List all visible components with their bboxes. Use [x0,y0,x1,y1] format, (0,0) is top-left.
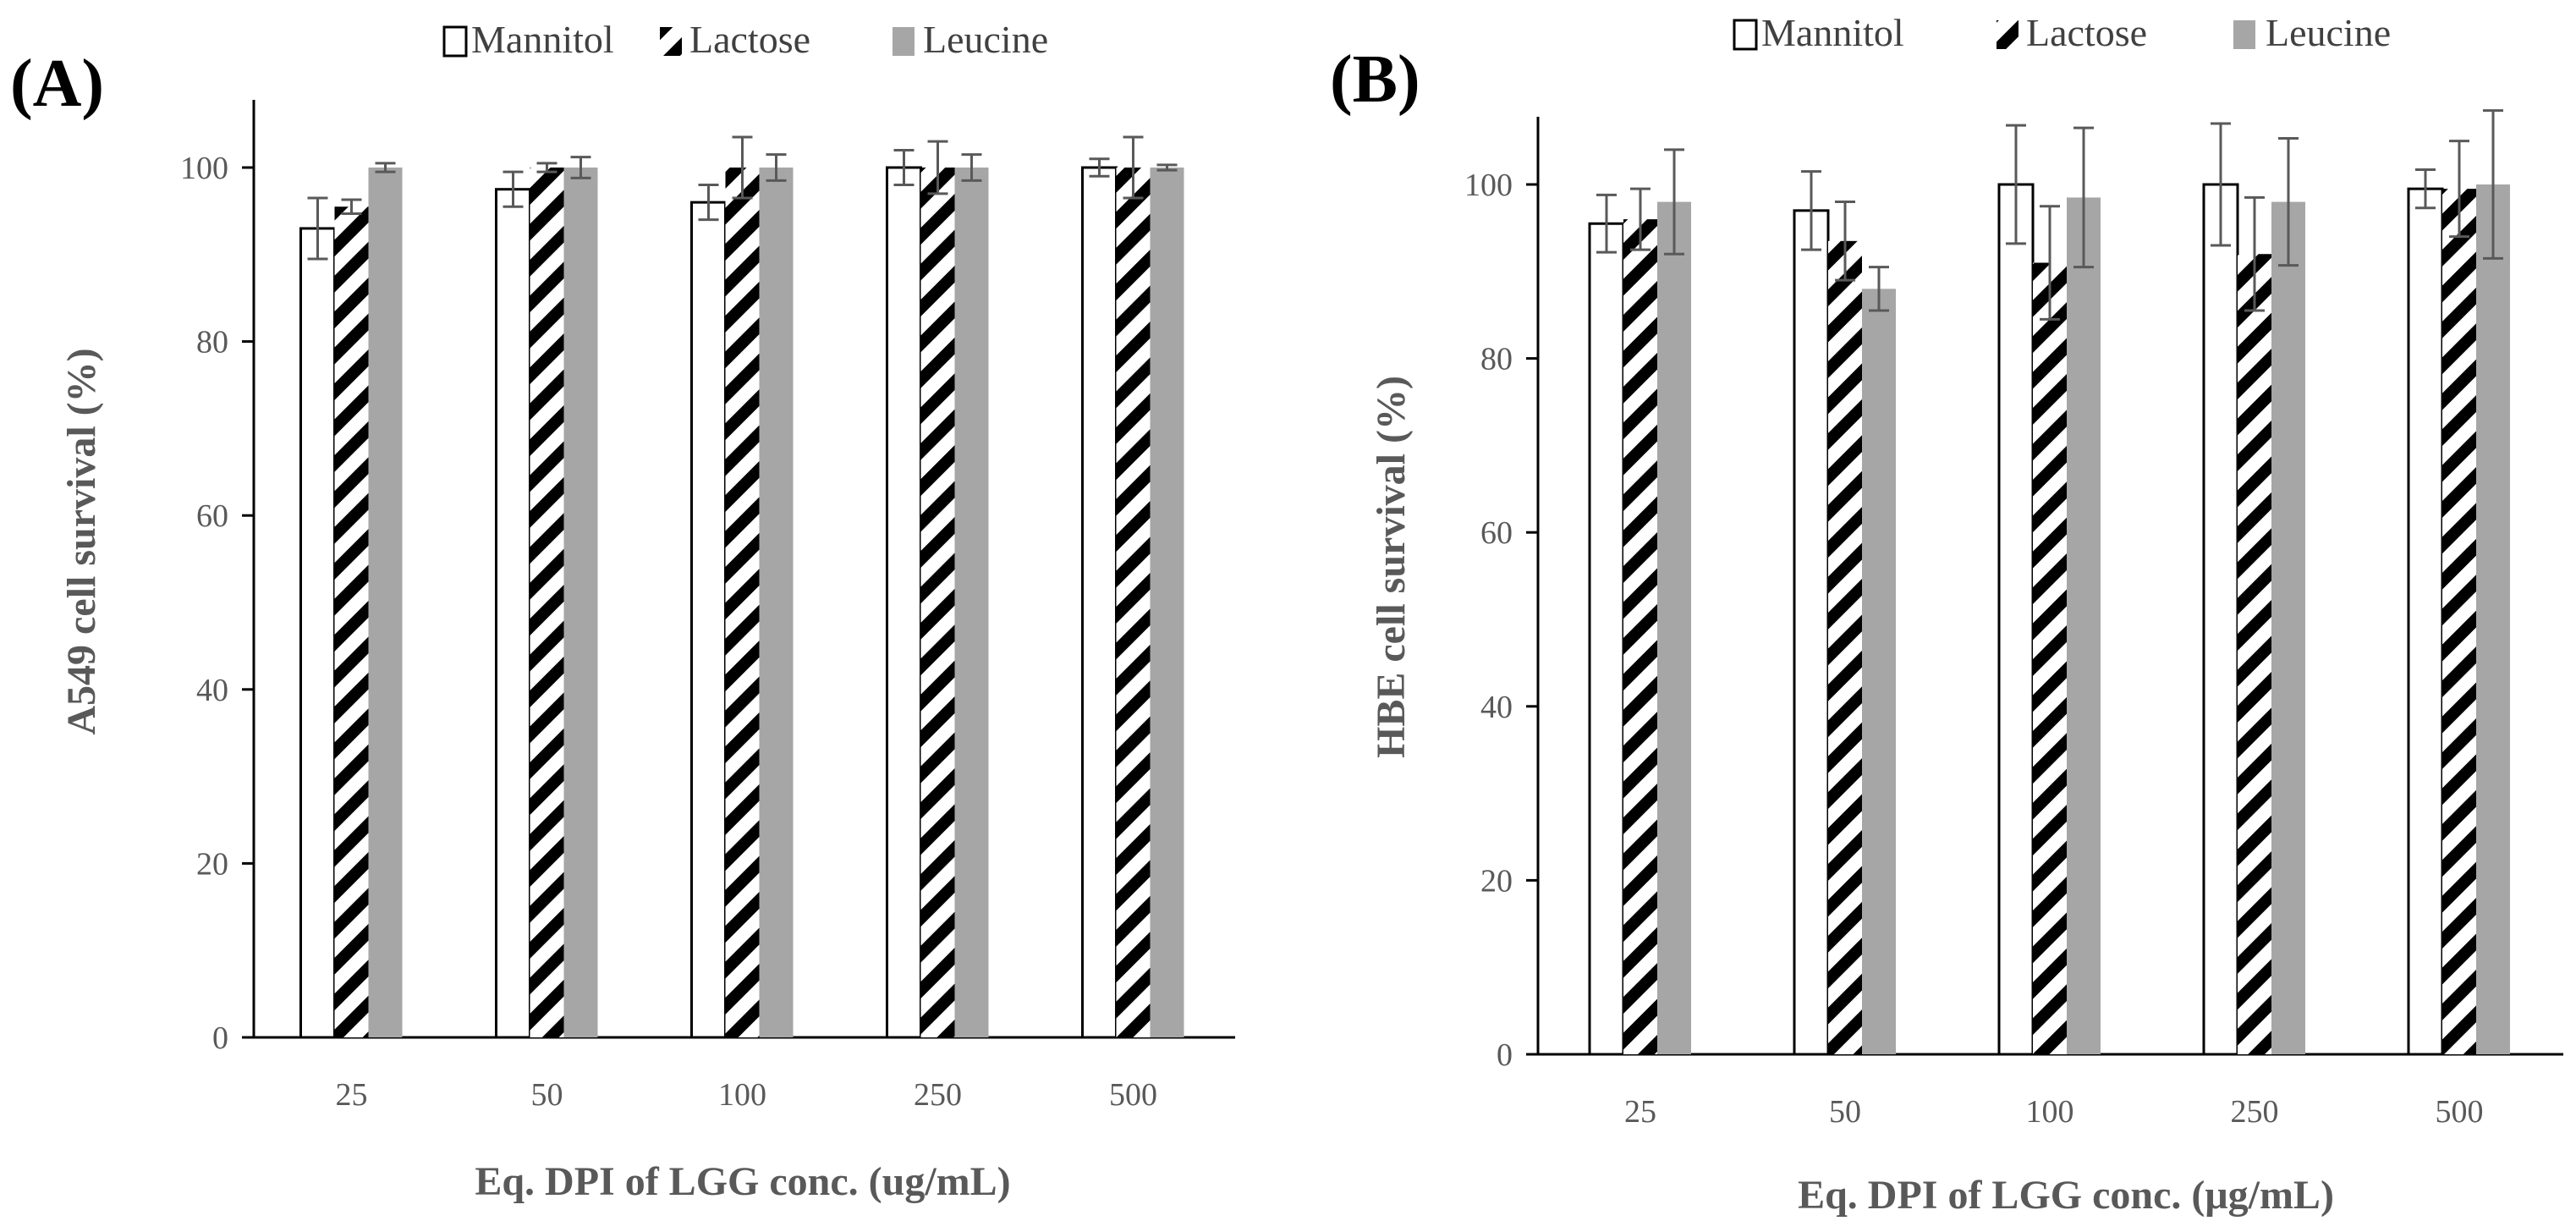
x-tick-label-500: 500 [2436,1094,2484,1130]
bar-mannitol-50 [495,188,531,1039]
y-tick-label: 40 [1480,690,1513,725]
bar-mannitol-100 [1997,183,2035,1056]
y-tick-label: 80 [196,325,228,360]
x-tick-label-100: 100 [2026,1094,2074,1130]
x-tick-label-25: 25 [1624,1094,1656,1130]
x-tick-label-500: 500 [1109,1077,1157,1113]
bar-leucine-25 [368,168,403,1037]
chart-panel-b: (B) Mannitol Lactose Leucine HBE cell su… [1330,11,2563,1218]
legend-label-lactose: Lactose [2026,11,2147,54]
x-axis-title-a: Eq. DPI of LGG conc. (ug/mL) [475,1159,1010,1204]
legend-label-leucine: Leucine [2266,11,2391,54]
bar-mannitol-500 [1081,166,1118,1039]
y-tick-label: 80 [1480,342,1513,377]
y-axis-title-b: HBE cell survival (%) [1369,376,1414,758]
bar-leucine-100 [759,168,794,1037]
chart-panel-a: (A) Mannitol Lactose Leucine A549 cell s… [10,18,1235,1204]
x-tick-label-100: 100 [718,1077,766,1113]
panel-label-a: (A) [10,47,104,121]
y-tick-label: 60 [196,498,228,534]
y-tick-label: 40 [196,673,228,708]
legend-swatch-leucine [2233,20,2255,49]
bar-leucine-25 [1657,201,1691,1054]
bar-lactose-100 [2033,262,2067,1054]
y-tick-label: 20 [196,846,228,882]
legend-label-mannitol: Mannitol [1761,11,1904,54]
bar-lactose-50 [530,168,564,1037]
y-tick-label: 60 [1480,515,1513,551]
x-axis-title-b: Eq. DPI of LGG conc. (μg/mL) [1798,1173,2334,1218]
legend-swatch-lactose [1997,20,2019,49]
bar-mannitol-50 [1793,209,1830,1056]
bar-lactose-50 [1828,240,1862,1054]
y-tick-label: 100 [180,151,228,186]
bar-leucine-500 [2476,184,2510,1054]
bar-lactose-250 [2238,254,2271,1054]
bar-lactose-25 [334,206,369,1037]
bar-leucine-250 [2271,201,2305,1054]
y-tick-label: 0 [212,1020,228,1056]
x-tick-label-250: 250 [914,1077,962,1113]
bar-mannitol-500 [2407,187,2444,1056]
legend-label-mannitol: Mannitol [471,18,614,61]
bar-leucine-250 [954,168,989,1037]
bar-lactose-100 [725,168,760,1037]
y-tick-label: 20 [1480,863,1513,899]
legend-swatch-mannitol [442,25,468,58]
legend-label-lactose: Lactose [689,18,810,61]
bar-mannitol-250 [2202,183,2239,1056]
bar-leucine-50 [563,168,598,1037]
bar-leucine-50 [1862,289,1896,1054]
legend-swatch-mannitol [1733,19,1758,51]
bar-mannitol-250 [886,166,922,1039]
bar-lactose-500 [1116,168,1151,1037]
x-tick-label-25: 25 [336,1077,368,1113]
bar-lactose-500 [2442,189,2476,1054]
panel-label-b: (B) [1330,42,1420,117]
bar-lactose-250 [920,168,955,1037]
bar-leucine-100 [2067,197,2101,1055]
x-tick-label-50: 50 [1829,1094,1861,1130]
x-tick-label-50: 50 [531,1077,563,1113]
bar-leucine-500 [1150,168,1184,1037]
y-axis-title-a: A549 cell survival (%) [59,348,104,734]
legend-a: Mannitol Lactose Leucine [442,18,1048,61]
legend-label-leucine: Leucine [923,18,1048,61]
x-tick-label-250: 250 [2231,1094,2279,1130]
y-tick-label: 0 [1497,1037,1513,1073]
legend-swatch-lactose [660,27,682,56]
bar-mannitol-25 [299,227,336,1039]
bar-mannitol-100 [690,201,727,1039]
bar-mannitol-25 [1588,222,1625,1056]
y-tick-label: 100 [1464,168,1513,203]
legend-b: Mannitol Lactose Leucine [1733,11,2391,54]
legend-swatch-leucine [893,27,915,56]
bar-lactose-25 [1623,219,1657,1054]
